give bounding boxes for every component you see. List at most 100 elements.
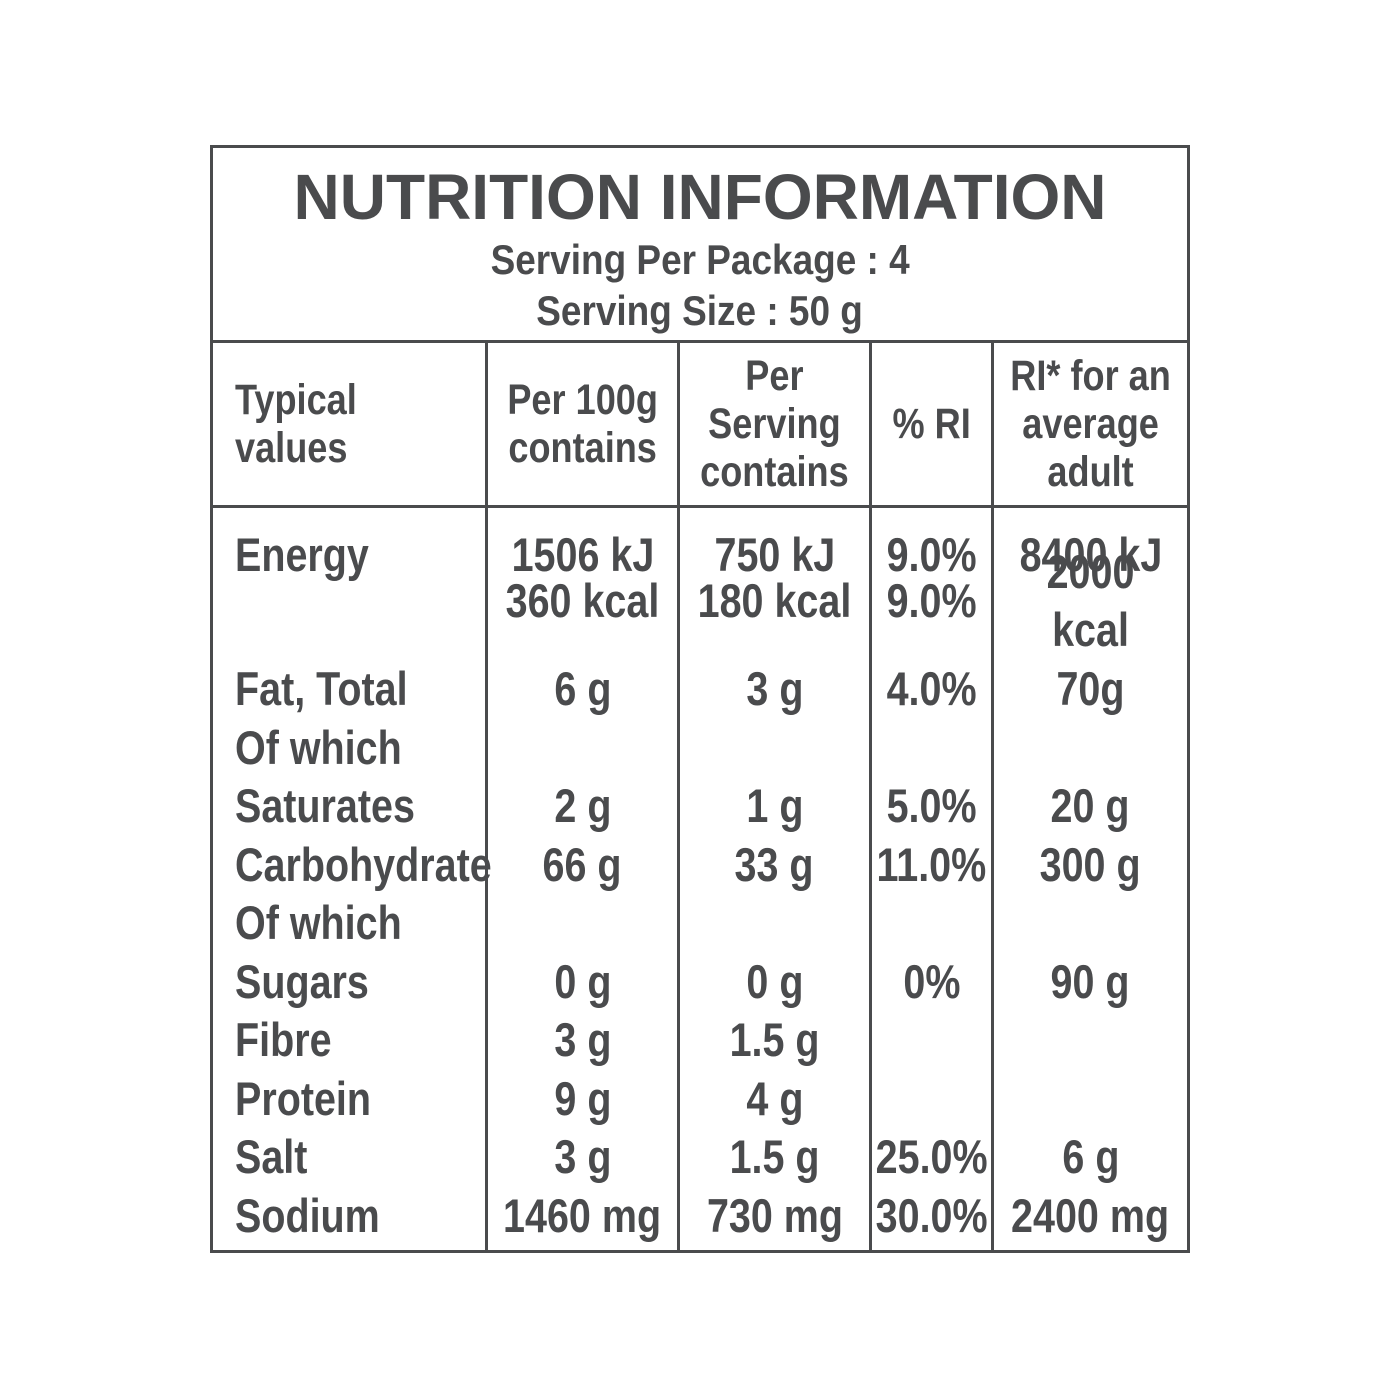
value-text: 1.5 g (729, 1013, 820, 1067)
cell-label: Saturates (213, 777, 485, 836)
cell-per-100g (485, 718, 677, 777)
value-text: 3 g (745, 662, 804, 716)
value-text: 90 g (1050, 954, 1130, 1008)
column-header-row: Typical values Per 100g contains Per Ser… (213, 340, 1187, 508)
cell-percent-ri: 11.0% (869, 835, 991, 894)
value-text: 2400 mg (1011, 1188, 1170, 1242)
spacer-cell (869, 508, 991, 532)
value-text: 180 kcal (697, 574, 852, 627)
column-header-percent-ri: % RI (869, 343, 991, 505)
cell-percent-ri: 4.0% (869, 660, 991, 719)
cell-per-serving: 4 g (677, 1069, 869, 1128)
cell-percent-ri (869, 1011, 991, 1070)
cell-per-serving: 1.5 g (677, 1128, 869, 1187)
cell-percent-ri: 0% (869, 952, 991, 1011)
serving-per-package: Serving Per Package : 4 (490, 236, 910, 283)
spacer-cell (869, 624, 991, 660)
table-title: NUTRITION INFORMATION (293, 161, 1107, 233)
cell-ri-adult (991, 1011, 1187, 1070)
spacer-cell (991, 1245, 1187, 1250)
cell-label: Energy (213, 528, 485, 581)
column-header-ri-adult: RI* for an average adult (991, 343, 1187, 505)
cell-label: Carbohydrate (213, 836, 492, 895)
value-text: 66 g (542, 837, 622, 891)
cell-ri-adult (991, 894, 1187, 953)
row-label: Of which (235, 896, 402, 950)
spacer-cell (485, 624, 677, 660)
row-label: Salt (235, 1130, 308, 1184)
value-text: 33 g (734, 837, 814, 891)
spacer-cell (991, 508, 1187, 532)
value-text: 11.0% (876, 837, 987, 891)
cell-per-100g: 1460 mg (485, 1186, 677, 1245)
cell-per-serving: 180 kcal (677, 574, 869, 627)
cell-per-serving (677, 718, 869, 777)
value-text: 6 g (1061, 1130, 1120, 1184)
column-header-text: Per Serving contains (700, 352, 849, 496)
cell-per-serving: 33 g (677, 835, 869, 894)
cell-percent-ri: 9.0% (869, 574, 991, 627)
cell-ri-adult (991, 718, 1187, 777)
value-text: 0% (902, 954, 961, 1008)
cell-per-100g: 6 g (485, 660, 677, 719)
cell-ri-adult: 90 g (991, 952, 1187, 1011)
value-text: 1 g (745, 779, 804, 833)
value-text: 1.5 g (729, 1130, 820, 1184)
cell-percent-ri: 5.0% (869, 777, 991, 836)
cell-label: Fibre (213, 1011, 485, 1070)
table-title-block: NUTRITION INFORMATION Serving Per Packag… (213, 148, 1187, 340)
row-label: Energy (235, 528, 369, 581)
value-text: 25.0% (875, 1130, 988, 1184)
cell-per-100g: 3 g (485, 1011, 677, 1070)
spacer-cell (991, 624, 1187, 660)
cell-ri-adult: 2400 mg (991, 1186, 1187, 1245)
cell-ri-adult: 300 g (991, 835, 1187, 894)
column-header-typical-values: Typical values (213, 343, 485, 505)
cell-ri-adult (991, 1069, 1187, 1128)
cell-ri-adult: 6 g (991, 1128, 1187, 1187)
cell-label: Sugars (213, 953, 485, 1012)
spacer-cell (485, 508, 677, 532)
spacer-cell (677, 1245, 869, 1250)
column-header-text: Typical values (235, 376, 357, 472)
row-label: Of which (235, 720, 402, 774)
cell-percent-ri: 9.0% (869, 528, 991, 581)
cell-per-serving: 3 g (677, 660, 869, 719)
cell-per-100g: 3 g (485, 1128, 677, 1187)
value-text: 730 mg (706, 1188, 843, 1242)
cell-percent-ri (869, 1069, 991, 1128)
row-label: Carbohydrate (235, 837, 492, 891)
cell-per-100g: 2 g (485, 777, 677, 836)
value-text: 4 g (745, 1071, 804, 1125)
cell-per-100g: 9 g (485, 1069, 677, 1128)
serving-size: Serving Size : 50 g (536, 287, 864, 334)
value-text: 20 g (1050, 779, 1130, 833)
value-text: 9.0% (886, 574, 977, 627)
value-text: 70g (1056, 662, 1125, 716)
row-label: Protein (235, 1071, 372, 1125)
cell-label: Fat, Total (213, 660, 485, 719)
column-header-text: Per 100g contains (507, 376, 658, 472)
spacer-cell (869, 1245, 991, 1250)
value-text: 3 g (553, 1130, 612, 1184)
cell-per-serving (677, 894, 869, 953)
row-label: Sugars (235, 954, 369, 1008)
column-header-text: % RI (892, 400, 971, 448)
value-text: 4.0% (886, 662, 977, 716)
value-text: 2000 kcal (1046, 545, 1135, 656)
cell-percent-ri: 25.0% (869, 1128, 991, 1187)
cell-per-serving: 750 kJ (677, 528, 869, 581)
cell-percent-ri (869, 718, 991, 777)
cell-per-100g: 360 kcal (485, 574, 677, 627)
value-text: 3 g (553, 1013, 612, 1067)
cell-ri-adult: 70g (991, 660, 1187, 719)
value-text: 9.0% (886, 528, 977, 581)
column-header-text: RI* for an average adult (1010, 352, 1171, 496)
value-text: 5.0% (886, 779, 977, 833)
cell-per-serving: 730 mg (677, 1186, 869, 1245)
value-text: 6 g (553, 662, 612, 716)
cell-per-serving: 0 g (677, 952, 869, 1011)
cell-percent-ri (869, 894, 991, 953)
cell-ri-adult: 20 g (991, 777, 1187, 836)
